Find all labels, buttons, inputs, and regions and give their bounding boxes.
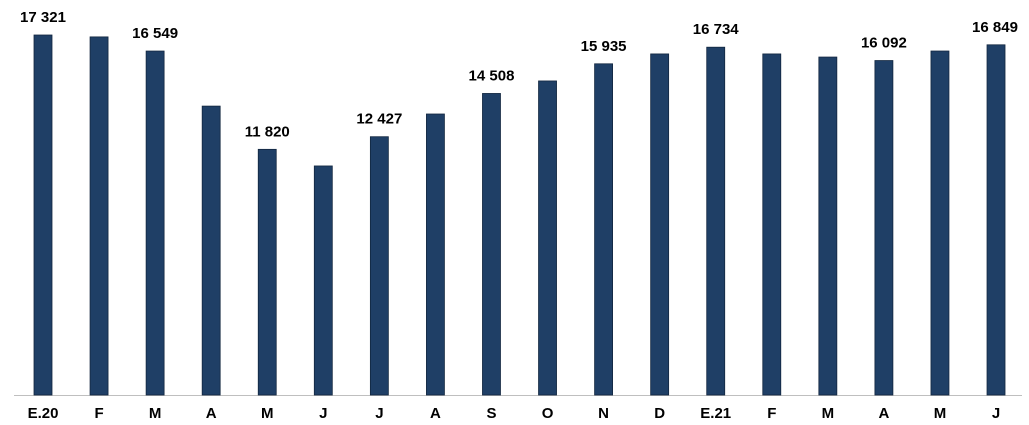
x-tick-label: M bbox=[261, 405, 274, 422]
bar bbox=[145, 50, 165, 396]
bar bbox=[89, 36, 109, 396]
bar bbox=[369, 136, 389, 396]
value-label: 12 427 bbox=[356, 111, 402, 128]
bar bbox=[257, 148, 277, 396]
value-label: 11 820 bbox=[245, 123, 290, 140]
x-tick-label: O bbox=[542, 405, 554, 422]
x-tick-label: J bbox=[992, 405, 1000, 422]
bar bbox=[874, 60, 894, 396]
x-tick-label: M bbox=[149, 405, 162, 422]
x-tick-label: F bbox=[767, 405, 776, 422]
bar bbox=[33, 34, 53, 396]
value-label: 17 321 bbox=[20, 9, 66, 26]
bar bbox=[762, 53, 782, 396]
bar bbox=[201, 105, 221, 396]
bar bbox=[594, 63, 613, 396]
value-label: 16 092 bbox=[861, 35, 907, 52]
value-label: 15 935 bbox=[581, 38, 627, 55]
x-tick-label: E.21 bbox=[700, 405, 731, 422]
value-label: 16 849 bbox=[972, 19, 1018, 36]
value-label: 14 508 bbox=[469, 67, 515, 84]
value-label: 16 734 bbox=[693, 21, 740, 38]
bar bbox=[706, 46, 726, 396]
x-tick-label: F bbox=[94, 405, 103, 422]
value-label: 16 549 bbox=[132, 25, 178, 42]
bar bbox=[818, 56, 838, 396]
x-tick-label: A bbox=[206, 405, 217, 422]
x-tick-label: J bbox=[319, 405, 327, 422]
bar bbox=[986, 44, 1006, 396]
x-tick-label: A bbox=[430, 405, 441, 422]
bar bbox=[538, 80, 557, 396]
bar bbox=[930, 50, 950, 396]
x-tick-label: E.20 bbox=[28, 405, 59, 422]
x-tick-label: M bbox=[934, 405, 947, 422]
bar bbox=[650, 53, 670, 396]
x-tick-label: M bbox=[822, 405, 835, 422]
x-tick-label: S bbox=[486, 405, 496, 422]
x-tick-label: N bbox=[598, 405, 609, 422]
bar bbox=[313, 165, 333, 396]
bar bbox=[482, 93, 501, 396]
x-tick-label: J bbox=[375, 405, 383, 422]
x-tick-label: A bbox=[878, 405, 889, 422]
x-tick-label: D bbox=[654, 405, 665, 422]
bar bbox=[426, 113, 445, 396]
